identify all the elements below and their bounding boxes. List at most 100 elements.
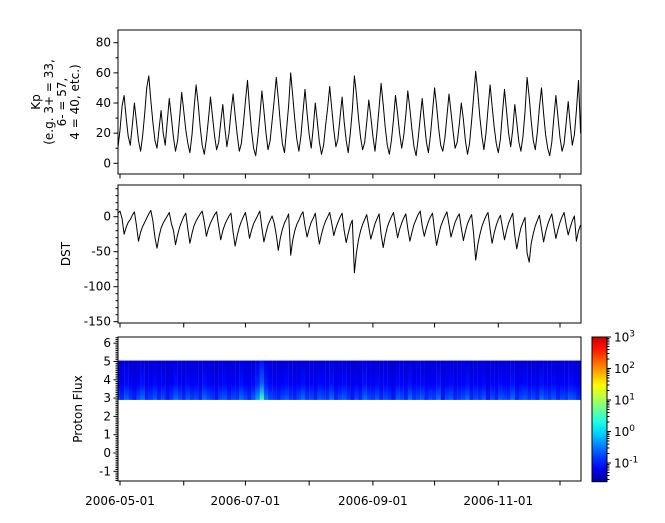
flux-heatmap — [118, 360, 581, 400]
flux-heatmap-column — [124, 360, 129, 400]
flux-heatmap-column — [251, 360, 256, 400]
flux-heatmap-column — [387, 360, 392, 400]
y-tick-label: 0 — [103, 446, 111, 460]
flux-heatmap-column — [194, 360, 199, 400]
flux-heatmap-column — [157, 360, 162, 400]
flux-heatmap-column — [247, 360, 252, 400]
flux-heatmap-column — [161, 360, 166, 400]
y-tick-label: -1 — [99, 464, 111, 478]
kp-series — [118, 70, 581, 157]
flux-heatmap-column — [280, 360, 285, 400]
y-tick-label: 1 — [103, 428, 111, 442]
y-tick-label: -50 — [91, 245, 111, 259]
flux-heatmap-column — [136, 360, 141, 400]
y-tick-label: 2 — [103, 409, 111, 423]
flux-heatmap-column — [300, 360, 306, 400]
colorbar-tick-label: 102 — [614, 361, 635, 376]
flux-heatmap-column — [568, 360, 573, 400]
flux-heatmap-column — [259, 360, 265, 400]
flux-heatmap-column — [366, 360, 371, 400]
dst-axis-label: DST — [59, 241, 73, 266]
kp-axis-label-line3: 6- = 57, — [55, 78, 69, 127]
flux-heatmap-column — [358, 360, 363, 400]
flux-heatmap-column — [198, 360, 203, 400]
flux-heatmap-column — [288, 360, 293, 400]
flux-heatmap-column — [210, 360, 215, 400]
flux-heatmap-column — [481, 360, 487, 400]
flux-heatmap-column — [268, 360, 273, 400]
flux-heatmap-column — [527, 360, 532, 400]
render-root: 0204060800-50-100-1506543210-11031021011… — [84, 29, 638, 486]
flux-heatmap-column — [416, 360, 421, 400]
flux-heatmap-column — [321, 360, 326, 400]
y-tick-label: -150 — [84, 315, 111, 329]
x-tick-label-nov: 2006-11-01 — [463, 494, 533, 508]
kp-axis-label-line2: (e.g. 3+ = 33, — [42, 59, 56, 145]
flux-frame — [117, 336, 582, 482]
y-tick-label: 60 — [96, 66, 111, 80]
flux-heatmap-column — [222, 360, 228, 400]
colorbar-tick-label: 101 — [614, 393, 635, 408]
flux-heatmap-column — [502, 360, 507, 400]
dst-frame — [117, 184, 582, 324]
flux-heatmap-column — [120, 360, 125, 400]
flux-heatmap-column — [379, 360, 384, 400]
flux-heatmap-column — [152, 360, 158, 400]
y-tick-label: 4 — [103, 373, 111, 387]
flux-heatmap-column — [547, 360, 552, 400]
flux-heatmap-column — [329, 360, 334, 400]
flux-heatmap-column — [448, 360, 454, 400]
flux-heatmap-column — [428, 360, 433, 400]
flux-heatmap-column — [350, 360, 355, 400]
y-tick-label: 3 — [103, 391, 111, 405]
flux-heatmap-column — [370, 360, 376, 400]
flux-heatmap-column — [185, 360, 191, 400]
flux-heatmap-column — [132, 360, 137, 400]
flux-heatmap-column — [444, 360, 450, 400]
x-tick-label-jul: 2006-07-01 — [211, 494, 281, 508]
flux-heatmap-column — [539, 360, 544, 400]
dst-series — [118, 209, 581, 274]
dst-panel: 0 -50 -100 -150 — [84, 184, 582, 329]
flux-heatmap-column — [391, 360, 396, 400]
y-tick-label: 20 — [96, 126, 111, 140]
colorbar: 103 102 101 100 10-1 — [591, 330, 638, 483]
flux-heatmap-column — [177, 360, 182, 400]
flux-heatmap-column — [457, 360, 462, 400]
flux-heatmap-column — [490, 360, 495, 400]
flux-heatmap-column — [337, 360, 343, 400]
flux-heatmap-column — [128, 360, 133, 400]
flux-heatmap-column — [477, 360, 482, 400]
flux-heatmap-column — [473, 360, 478, 400]
flux-heatmap-column — [469, 360, 474, 400]
flux-heatmap-column — [173, 360, 178, 400]
flux-heatmap-column — [189, 360, 195, 400]
flux-heatmap-column — [354, 360, 359, 400]
flux-heatmap-column — [206, 360, 211, 400]
flux-heatmap-column — [313, 360, 318, 400]
colorbar-tick-label: 103 — [614, 330, 635, 345]
flux-heatmap-column — [522, 360, 528, 400]
flux-heatmap-column — [305, 360, 310, 400]
flux-heatmap-column — [202, 360, 207, 400]
flux-heatmap-column — [263, 360, 269, 400]
flux-heatmap-column — [407, 360, 413, 400]
x-tick-label-may: 2006-05-01 — [85, 494, 155, 508]
y-tick-label: -100 — [84, 280, 111, 294]
flux-heatmap-column — [506, 360, 511, 400]
flux-heatmap-column — [465, 360, 470, 400]
flux-heatmap-column — [424, 360, 429, 400]
flux-heatmap-column — [560, 360, 565, 400]
flux-heatmap-column — [543, 360, 548, 400]
colorbar-gradient — [592, 337, 607, 482]
flux-heatmap-column — [214, 360, 219, 400]
flux-heatmap-column — [572, 360, 577, 400]
flux-heatmap-column — [309, 360, 314, 400]
flux-heatmap-column — [411, 360, 417, 400]
flux-heatmap-column — [243, 360, 248, 400]
flux-heatmap-column — [333, 360, 339, 400]
dst-series-line — [118, 209, 581, 274]
colorbar-tick-label: 100 — [614, 424, 635, 439]
